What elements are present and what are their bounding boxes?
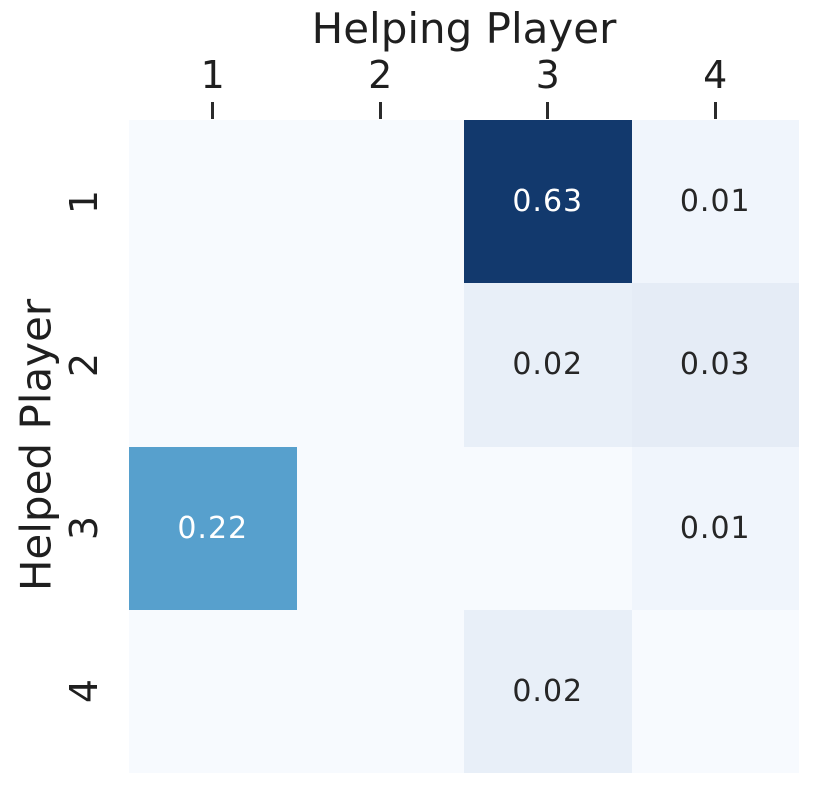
heatmap-cell-r2-c4: 0.03	[631, 283, 799, 447]
heatmap-cell-r4-c3: 0.02	[464, 609, 632, 773]
x-tick-label-2: 2	[368, 53, 393, 97]
heatmap-cell-r2-c3: 0.02	[464, 283, 632, 447]
cell-value: 0.01	[679, 184, 751, 220]
heatmap-cell-r1-c2	[296, 120, 464, 284]
y-tick-label-2: 2	[62, 352, 106, 378]
heatmap-cell-r3-c3	[464, 446, 632, 610]
heatmap-cell-r4-c2	[296, 609, 464, 773]
heatmap-cell-r3-c1: 0.22	[129, 446, 297, 610]
cell-value: 0.63	[512, 184, 584, 220]
x-tick-mark-3	[546, 102, 550, 119]
y-tick-label-3: 3	[62, 515, 106, 541]
x-tick-label-4: 4	[703, 53, 728, 97]
heatmap-cell-r2-c2	[296, 283, 464, 447]
x-tick-labels: 1 2 3 4	[129, 52, 799, 98]
x-tick-label-3: 3	[535, 53, 560, 97]
heatmap-cell-r2-c1	[129, 283, 297, 447]
cell-value: 0.02	[512, 347, 584, 383]
y-axis-title: Helped Player	[11, 298, 61, 592]
x-tick-mark-2	[378, 102, 382, 119]
heatmap-cell-r1-c4: 0.01	[631, 120, 799, 284]
heatmap-cell-r3-c4: 0.01	[631, 446, 799, 610]
x-axis-title: Helping Player	[311, 4, 617, 53]
x-tick-label-1: 1	[200, 53, 225, 97]
heatmap-grid: 0.63 0.01 0.02 0.03 0.22 0.01 0.02	[129, 120, 799, 773]
cell-value: 0.01	[679, 510, 751, 546]
x-tick-mark-1	[211, 102, 215, 119]
heatmap-cell-r4-c4	[631, 609, 799, 773]
heatmap-cell-r1-c3: 0.63	[464, 120, 632, 284]
y-tick-label-4: 4	[62, 678, 106, 704]
heatmap-cell-r4-c1	[129, 609, 297, 773]
x-tick-mark-4	[713, 102, 717, 119]
heatmap-cell-r3-c2	[296, 446, 464, 610]
cell-value: 0.03	[679, 347, 751, 383]
cell-value: 0.22	[177, 510, 249, 546]
heatmap-cell-r1-c1	[129, 120, 297, 284]
cell-value: 0.02	[512, 673, 584, 709]
y-tick-label-1: 1	[62, 189, 106, 215]
